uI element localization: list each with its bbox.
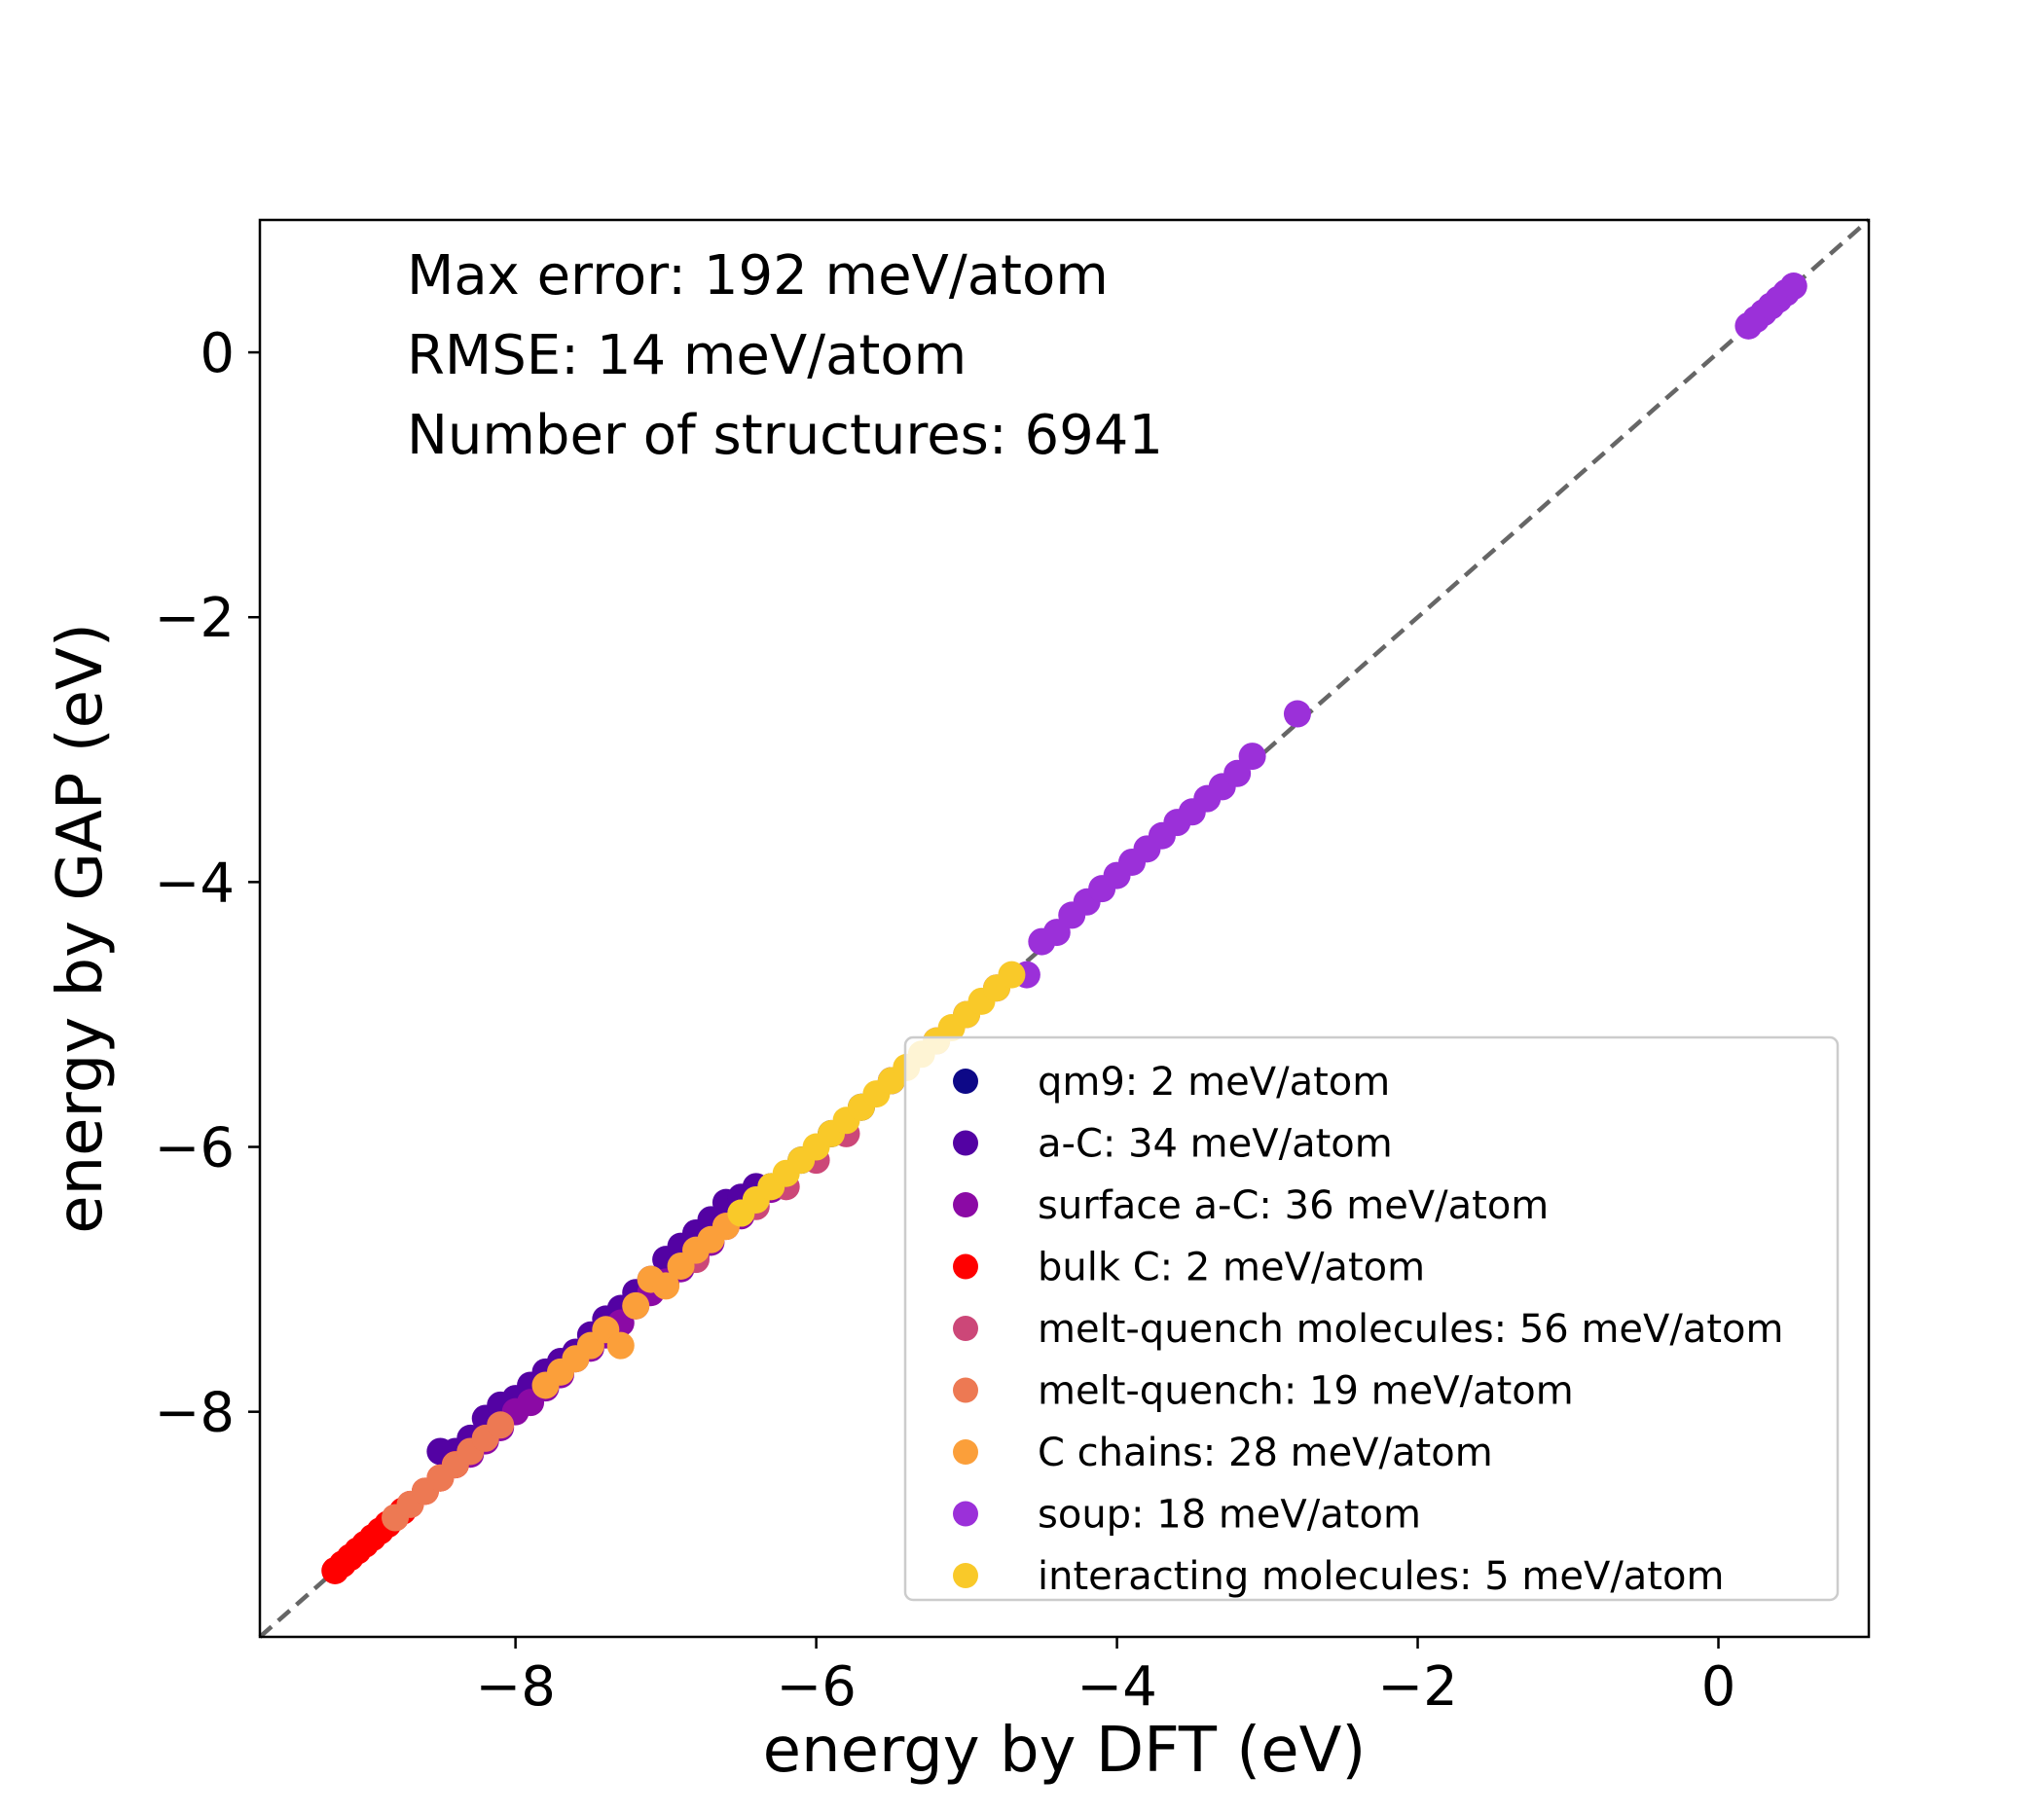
legend-entry: C chains: 28 meV/atom — [1038, 1431, 1493, 1475]
y-axis-ticks: −8 −6 −4 −2 0 — [154, 322, 260, 1445]
legend-entry: interacting molecules: 5 meV/atom — [1038, 1554, 1724, 1599]
y-tick-label: −8 — [154, 1382, 235, 1445]
x-tick-label: −8 — [475, 1655, 556, 1719]
y-tick-label: −6 — [154, 1117, 235, 1180]
legend-entry: qm9: 2 meV/atom — [1038, 1060, 1390, 1105]
x-tick-label: 0 — [1701, 1655, 1736, 1719]
legend-marker — [953, 1069, 978, 1094]
annotations: Max error: 192 meV/atom RMSE: 14 meV/atom… — [407, 244, 1163, 467]
x-axis-label: energy by DFT (eV) — [763, 1715, 1367, 1787]
legend-marker — [953, 1501, 978, 1527]
y-tick-label: 0 — [200, 322, 235, 385]
y-tick-label: −2 — [154, 587, 235, 650]
x-tick-label: −4 — [1077, 1655, 1157, 1719]
legend-entry: melt-quench molecules: 56 meV/atom — [1038, 1307, 1783, 1352]
legend-entry: melt-quench: 19 meV/atom — [1038, 1369, 1574, 1414]
legend-marker — [953, 1563, 978, 1588]
legend-marker — [953, 1316, 978, 1341]
legend-marker — [953, 1192, 978, 1217]
legend-marker — [953, 1439, 978, 1465]
x-axis-ticks: −8 −6 −4 −2 0 — [475, 1637, 1735, 1719]
annotation-text: Number of structures: 6941 — [407, 404, 1163, 467]
legend-entry: soup: 18 meV/atom — [1038, 1493, 1421, 1538]
legend-marker — [953, 1130, 978, 1156]
data-point — [622, 1291, 650, 1320]
legend-marker — [953, 1377, 978, 1403]
data-point — [606, 1331, 635, 1360]
annotation-text: RMSE: 14 meV/atom — [407, 324, 967, 387]
legend-marker — [953, 1253, 978, 1280]
data-point — [652, 1272, 680, 1300]
series-5 — [382, 1411, 515, 1532]
data-point — [487, 1411, 515, 1439]
data-point — [1779, 272, 1807, 301]
legend: qm9: 2 meV/atom a-C: 34 meV/atom surface a… — [903, 1035, 1840, 1602]
legend-box — [903, 1035, 1840, 1602]
points-layer — [321, 272, 1807, 1584]
x-tick-label: −2 — [1377, 1655, 1458, 1719]
legend-entry: bulk C: 2 meV/atom — [1038, 1246, 1425, 1290]
data-point — [998, 961, 1026, 989]
y-tick-label: −4 — [154, 852, 235, 915]
plot-frame — [258, 218, 1871, 1639]
annotation-text: Max error: 192 meV/atom — [407, 244, 1109, 308]
legend-entry: a-C: 34 meV/atom — [1038, 1122, 1393, 1167]
data-point — [1238, 743, 1266, 771]
x-tick-label: −6 — [776, 1655, 857, 1719]
y-axis-label: energy by GAP (eV) — [45, 623, 117, 1234]
data-point — [1283, 700, 1311, 728]
legend-entry: surface a-C: 36 meV/atom — [1038, 1183, 1549, 1228]
series-6 — [531, 1199, 755, 1399]
